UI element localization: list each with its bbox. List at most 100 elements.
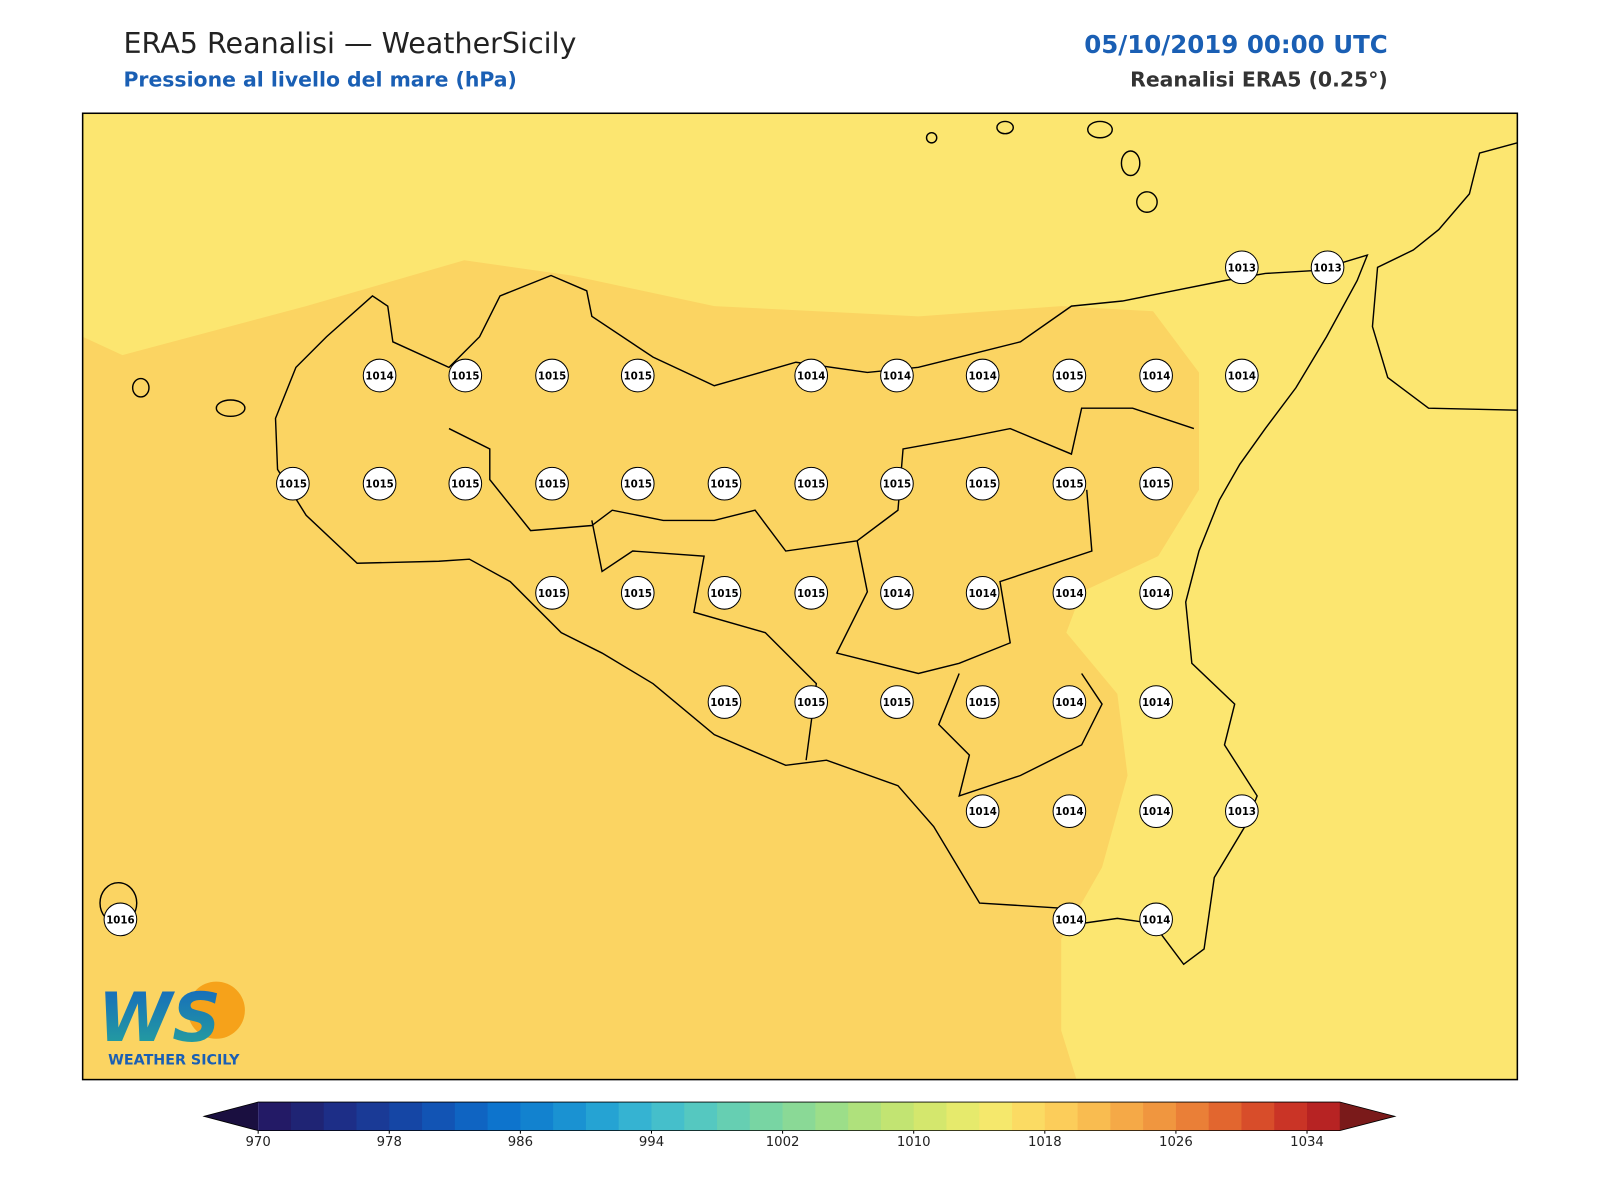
- colorbar-segment: [290, 1102, 325, 1131]
- station-marker: [448, 358, 483, 393]
- colorbar-segment: [1012, 1102, 1046, 1131]
- station-marker: [1225, 794, 1259, 829]
- station-marker: [1139, 466, 1173, 501]
- station-marker: [880, 358, 914, 393]
- station-value: 1014: [1055, 807, 1083, 818]
- station-value: 1015: [451, 480, 479, 491]
- station-marker: [276, 466, 310, 501]
- station-value: 1015: [883, 698, 911, 709]
- colorbar-segment: [1044, 1102, 1079, 1131]
- colorbar-segment: [749, 1102, 784, 1131]
- colorbar-segment: [1077, 1102, 1111, 1131]
- station-marker: [535, 466, 569, 501]
- station-marker: [1310, 250, 1345, 285]
- colorbar-segment: [651, 1102, 685, 1131]
- station-value: 1015: [710, 480, 738, 491]
- station-value: 1015: [279, 480, 307, 491]
- colorbar-segment: [1208, 1102, 1242, 1131]
- station-marker: [1139, 685, 1173, 719]
- station-value: 1015: [624, 480, 652, 491]
- logo-sun: [187, 981, 245, 1039]
- colorbar-segment: [487, 1102, 521, 1131]
- station-value: 1015: [883, 480, 911, 491]
- colorbar-segment: [454, 1102, 489, 1131]
- station-value: 1014: [883, 589, 911, 600]
- colorbar-tick-label: 994: [639, 1135, 664, 1150]
- colorbar-over: [1339, 1102, 1395, 1131]
- station-labels: 1013 1013 1014 1015 1015 1015 1014 1014 1014 1015…: [103, 250, 1345, 937]
- station-value: 1015: [710, 698, 738, 709]
- colorbar-tick-label: 1034: [1290, 1135, 1324, 1150]
- station-marker: [794, 358, 829, 393]
- station-marker: [707, 466, 742, 501]
- colorbar-segment: [323, 1102, 358, 1131]
- station-value: 1014: [797, 372, 825, 383]
- colorbar-segment: [356, 1102, 390, 1131]
- coastline: [99, 120, 1518, 966]
- colorbar-segment: [585, 1102, 620, 1131]
- colorbar-segment: [618, 1102, 652, 1131]
- source: Reanalisi ERA5 (0.25°): [1130, 68, 1388, 92]
- station-value: 1014: [1055, 589, 1083, 600]
- station-marker: [535, 358, 569, 393]
- station-marker: [1139, 794, 1173, 829]
- station-value: 1015: [451, 372, 479, 383]
- station-value: 1014: [968, 589, 996, 600]
- colorbar-tick-label: 1026: [1159, 1135, 1193, 1150]
- colorbar-tick-label: 986: [508, 1135, 533, 1150]
- colorbar-segment: [1307, 1102, 1341, 1131]
- colorbar-tick-label: 1010: [897, 1135, 931, 1150]
- station-value: 1014: [883, 372, 911, 383]
- colorbar-segment: [258, 1102, 292, 1131]
- colorbar-tick-label: 1018: [1028, 1135, 1062, 1150]
- station-marker: [1139, 576, 1173, 610]
- colorbar-segment: [553, 1102, 587, 1131]
- station-value: 1015: [365, 480, 393, 491]
- station-value: 1014: [968, 372, 996, 383]
- station-marker: [535, 576, 569, 610]
- station-marker: [965, 685, 1000, 719]
- colorbar: 970 978 986 994 1002 1010 1018 1026 1034: [202, 1101, 1397, 1150]
- colorbar-tick-label: 978: [377, 1135, 402, 1150]
- station-marker: [794, 685, 829, 719]
- station-value: 1015: [710, 589, 738, 600]
- station-marker: [707, 576, 742, 610]
- station-marker: [1052, 466, 1087, 501]
- map-frame: [81, 112, 1519, 1081]
- station-marker: [1139, 358, 1173, 393]
- station-value: 1015: [797, 480, 825, 491]
- station-value: 1014: [1142, 698, 1170, 709]
- pressure-field: [82, 260, 1199, 1080]
- colorbar-segment: [1274, 1102, 1308, 1131]
- station-value: 1013: [1228, 263, 1256, 274]
- logo-name: WEATHER SICILY: [108, 1052, 240, 1068]
- station-marker: [965, 794, 1000, 829]
- station-value: 1015: [538, 372, 566, 383]
- station-marker: [620, 576, 655, 610]
- station-marker: [1052, 794, 1087, 829]
- colorbar-segment: [782, 1102, 816, 1131]
- station-value: 1014: [1055, 698, 1083, 709]
- station-marker: [965, 576, 1000, 610]
- station-value: 1014: [1228, 372, 1256, 383]
- colorbar-segment: [880, 1102, 915, 1131]
- colorbar-segment: [848, 1102, 882, 1131]
- colorbar-segment: [520, 1102, 554, 1131]
- station-value: 1015: [538, 589, 566, 600]
- colorbar-segment: [717, 1102, 751, 1131]
- colorbar-segment: [946, 1102, 980, 1131]
- station-marker: [880, 576, 914, 610]
- colorbar-segment: [815, 1102, 849, 1131]
- station-value: 1014: [1142, 372, 1170, 383]
- station-value: 1015: [1055, 372, 1083, 383]
- station-marker: [965, 358, 1000, 393]
- station-marker: [620, 358, 655, 393]
- station-marker: [1052, 576, 1087, 610]
- station-marker: [707, 685, 742, 719]
- station-value: 1015: [968, 480, 996, 491]
- logo: WS WEATHER SICILY: [98, 978, 245, 1068]
- subtitle: Pressione al livello del mare (hPa): [123, 68, 516, 92]
- station-value: 1014: [1142, 807, 1170, 818]
- station-value: 1015: [538, 480, 566, 491]
